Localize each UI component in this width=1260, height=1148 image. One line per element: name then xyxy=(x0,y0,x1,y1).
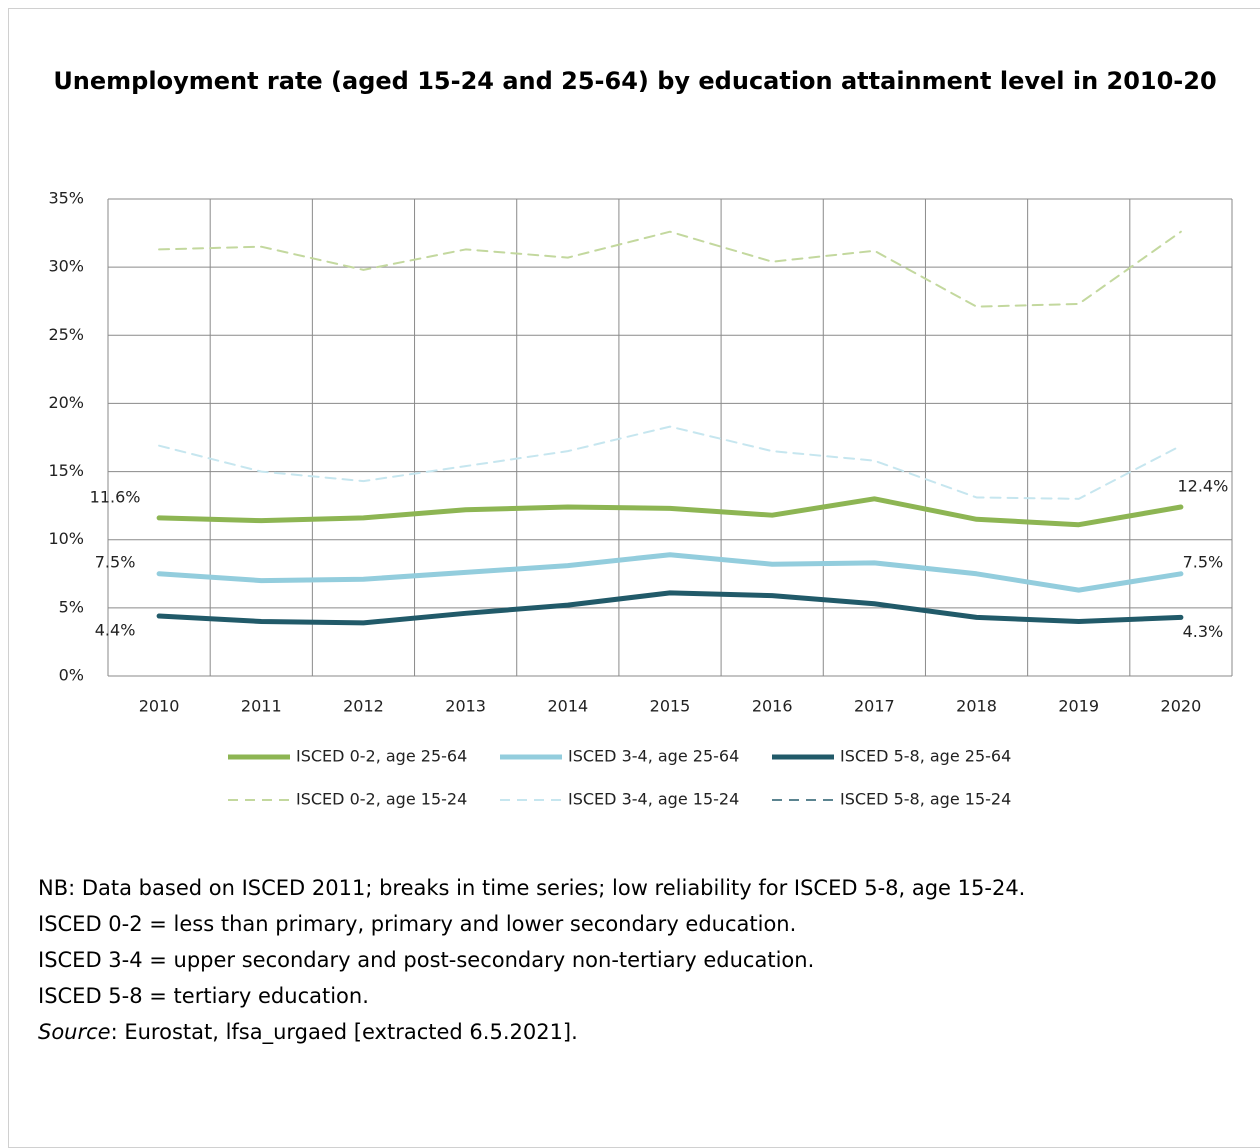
source-label: Source xyxy=(38,1020,111,1044)
legend-label: ISCED 3-4, age 15-24 xyxy=(568,790,739,809)
data-label: 4.4% xyxy=(95,621,136,640)
x-tick-label: 2019 xyxy=(1058,697,1099,716)
data-label: 11.6% xyxy=(90,487,141,506)
y-tick-label: 10% xyxy=(48,529,84,548)
series-line xyxy=(156,552,1184,593)
source-text: : Eurostat, lfsa_urgaed [extracted 6.5.2… xyxy=(110,1020,578,1044)
y-tick-label: 25% xyxy=(48,325,84,344)
note: ISCED 5-8 = tertiary education. xyxy=(38,984,369,1008)
note: ISCED 0-2 = less than primary, primary a… xyxy=(38,912,797,936)
x-tick-label: 2014 xyxy=(547,697,588,716)
legend-label: ISCED 0-2, age 15-24 xyxy=(296,790,467,809)
x-tick-label: 2017 xyxy=(854,697,895,716)
y-tick-label: 20% xyxy=(48,393,84,412)
data-label: 7.5% xyxy=(95,552,136,571)
chart-title: Unemployment rate (aged 15-24 and 25-64)… xyxy=(53,67,1217,95)
note: NB: Data based on ISCED 2011; breaks in … xyxy=(38,876,1026,900)
x-tick-label: 2010 xyxy=(139,697,180,716)
notes: NB: Data based on ISCED 2011; breaks in … xyxy=(38,870,1223,1050)
data-label: 4.3% xyxy=(1183,622,1224,641)
x-tick-label: 2015 xyxy=(650,697,691,716)
series-line xyxy=(156,496,1184,528)
legend-label: ISCED 0-2, age 25-64 xyxy=(296,747,467,766)
legend-label: ISCED 5-8, age 15-24 xyxy=(840,790,1011,809)
note: ISCED 3-4 = upper secondary and post-sec… xyxy=(38,948,815,972)
data-label: 12.4% xyxy=(1177,477,1228,496)
x-tick-label: 2016 xyxy=(752,697,793,716)
legend-label: ISCED 3-4, age 25-64 xyxy=(568,747,739,766)
y-tick-label: 15% xyxy=(48,461,84,480)
legend-label: ISCED 5-8, age 25-64 xyxy=(840,747,1011,766)
y-tick-label: 35% xyxy=(48,189,84,208)
y-tick-label: 30% xyxy=(48,257,84,276)
y-tick-label: 0% xyxy=(59,666,84,685)
x-tick-label: 2013 xyxy=(445,697,486,716)
y-tick-label: 5% xyxy=(59,597,84,616)
series-line xyxy=(158,425,1182,500)
x-tick-label: 2018 xyxy=(956,697,997,716)
x-tick-label: 2011 xyxy=(241,697,282,716)
chart: 0% 5% 10% 15% 20% 25% 30% 35% 2010 2011 2012 2013 20… xyxy=(48,189,1233,809)
source: Source: Eurostat, lfsa_urgaed [extracted… xyxy=(38,1014,1223,1050)
x-tick-label: 2020 xyxy=(1161,697,1202,716)
data-label: 7.5% xyxy=(1183,552,1224,571)
series-line xyxy=(156,590,1184,626)
x-tick-label: 2012 xyxy=(343,697,384,716)
series-line xyxy=(158,230,1182,308)
